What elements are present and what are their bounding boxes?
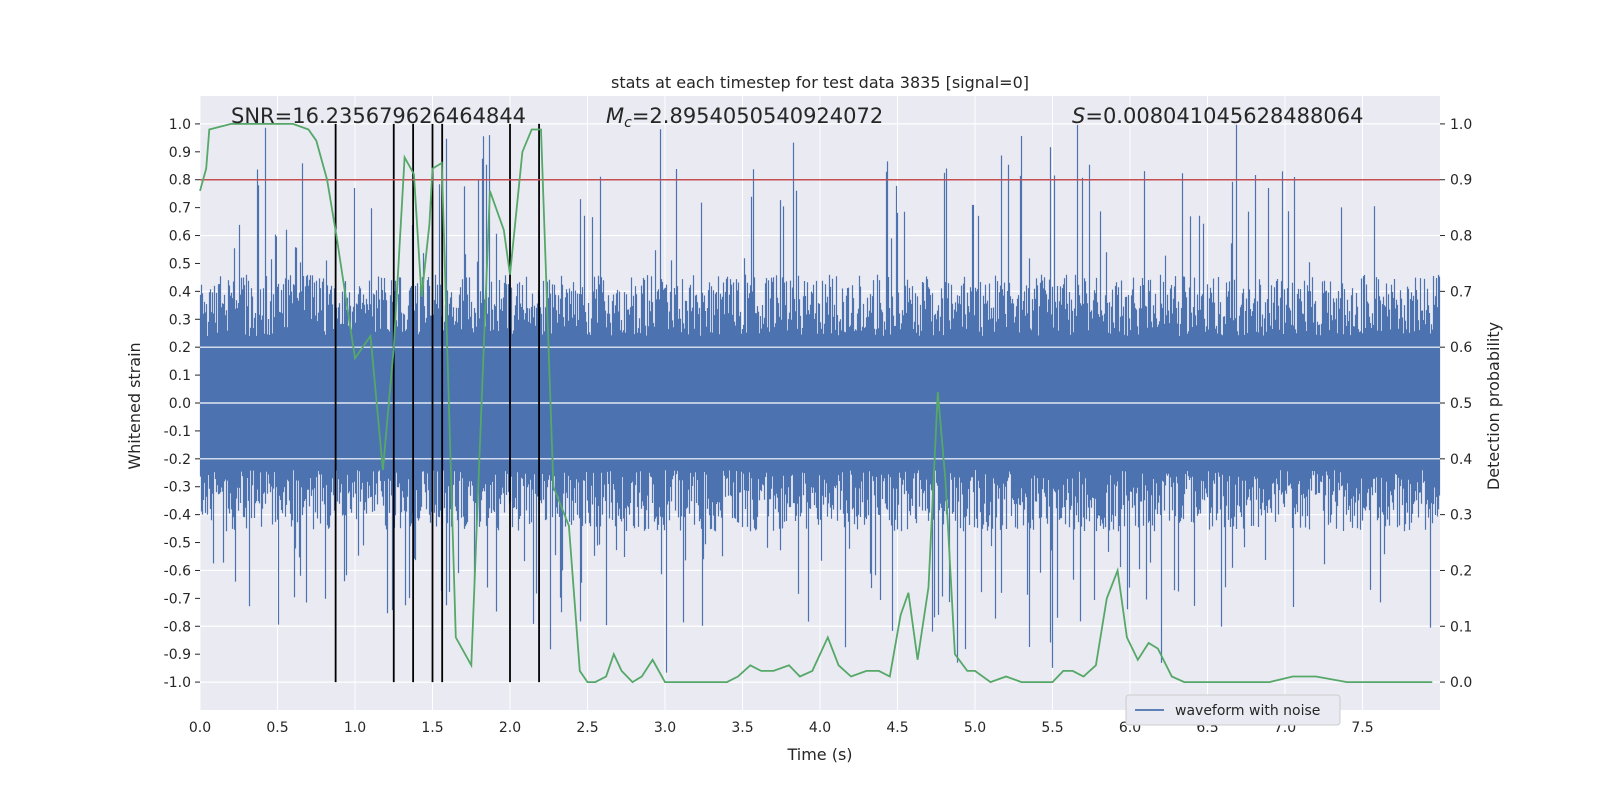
legend-label: waveform with noise: [1175, 703, 1320, 719]
legend: waveform with noise: [1125, 694, 1341, 726]
s-value: =0.008041045628488064: [1085, 104, 1363, 128]
x-tick-label: 1.5: [421, 720, 443, 736]
y-left-tick-label: 0.4: [169, 284, 191, 300]
x-tick-label: 0.0: [189, 720, 211, 736]
x-tick-label: 2.5: [576, 720, 598, 736]
y-left-tick-label: 0.5: [169, 256, 191, 272]
y-right-axis-label: Detection probability: [1484, 322, 1503, 490]
x-tick-label: 0.5: [266, 720, 288, 736]
x-tick-label: 7.5: [1351, 720, 1373, 736]
y-left-tick-label: 0.8: [169, 173, 191, 189]
x-tick-label: 1.0: [344, 720, 366, 736]
x-tick-label: 3.5: [731, 720, 753, 736]
y-left-tick-label: 0.3: [169, 312, 191, 328]
x-tick-label: 4.5: [886, 720, 908, 736]
y-right-tick-labels: 1.0 0.9 0.8 0.7 0.6 0.5 0.4 0.3 0.2 0.1 0.0: [1440, 117, 1472, 691]
s-annotation: S=0.008041045628488064: [1072, 104, 1363, 128]
y-left-tick-label: 0.6: [169, 229, 191, 245]
y-left-tick-label: -0.1: [164, 424, 191, 440]
strain-series: [199, 124, 1441, 673]
y-right-tick-label: 0.7: [1450, 284, 1472, 300]
y-left-tick-label: 0.7: [169, 201, 191, 217]
y-left-tick-label: -0.3: [164, 480, 191, 496]
y-right-tick-label: 1.0: [1450, 117, 1472, 133]
y-left-tick-label: -0.8: [164, 619, 191, 635]
x-tick-label: 3.0: [654, 720, 676, 736]
y-left-tick-label: -1.0: [164, 675, 191, 691]
mc-subscript: c: [624, 115, 632, 131]
mc-symbol: M: [606, 104, 624, 128]
mc-value: =2.8954050540924072: [632, 104, 883, 128]
chirp-mass-annotation: Mc=2.8954050540924072: [606, 104, 883, 131]
y-right-tick-label: 0.9: [1450, 173, 1472, 189]
y-right-tick-label: 0.8: [1450, 229, 1472, 245]
y-left-tick-label: 0.0: [169, 396, 191, 412]
y-right-tick-label: 0.4: [1450, 452, 1472, 468]
vertical-markers: [334, 123, 540, 683]
x-tick-label: 4.0: [809, 720, 831, 736]
probability-line: [199, 123, 1433, 684]
y-left-tick-label: -0.9: [164, 647, 191, 663]
snr-annotation: SNR=16.235679626464844: [231, 104, 526, 128]
y-right-tick-label: 0.1: [1450, 619, 1472, 635]
y-left-tick-label: -0.7: [164, 591, 191, 607]
y-right-tick-label: 0.5: [1450, 396, 1472, 412]
y-left-tick-label: -0.4: [164, 508, 191, 524]
y-left-tick-label: -0.2: [164, 452, 191, 468]
y-left-tick-label: -0.5: [164, 536, 191, 552]
y-right-tick-label: 0.0: [1450, 675, 1472, 691]
y-left-tick-label: 1.0: [169, 117, 191, 133]
y-left-tick-label: 0.1: [169, 368, 191, 384]
s-symbol: S: [1072, 104, 1085, 128]
y-right-tick-label: 0.2: [1450, 563, 1472, 579]
y-left-tick-label: 0.2: [169, 340, 191, 356]
x-tick-label: 5.5: [1041, 720, 1063, 736]
y-left-axis-label: Whitened strain: [125, 342, 144, 469]
y-left-tick-label: -0.6: [164, 563, 191, 579]
y-left-tick-labels: 1.0 0.9 0.8 0.7 0.6 0.5 0.4 0.3 0.2 0.1 0.0 -0.1 -0.…: [164, 117, 200, 691]
legend-box: [1125, 694, 1341, 726]
chart-title: stats at each timestep for test data 383…: [611, 73, 1029, 92]
y-left-tick-label: 0.9: [169, 145, 191, 161]
y-right-tick-label: 0.6: [1450, 340, 1472, 356]
x-tick-label: 2.0: [499, 720, 521, 736]
y-right-tick-label: 0.3: [1450, 508, 1472, 524]
x-tick-label: 5.0: [964, 720, 986, 736]
x-axis-label: Time (s): [786, 745, 852, 764]
